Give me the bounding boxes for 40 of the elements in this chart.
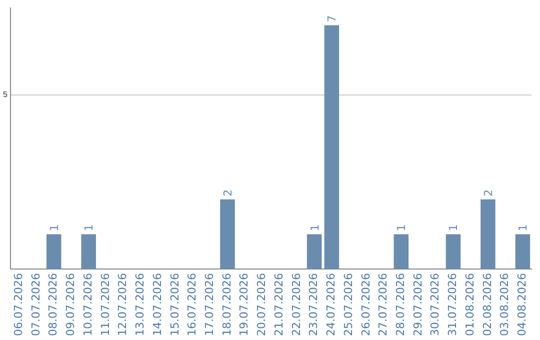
x-tick-label: 23.07.2026 <box>307 273 320 336</box>
data-label: 1 <box>516 224 530 232</box>
x-tick-label: 15.07.2026 <box>168 273 182 336</box>
x-tick-label: 13.07.2026 <box>134 273 147 336</box>
data-label: 1 <box>395 224 408 232</box>
x-tick-label: 07.07.2026 <box>29 273 42 336</box>
data-label: 1 <box>48 224 61 232</box>
x-tick-label: 02.08.2026 <box>480 273 494 336</box>
x-tick-label: 19.07.2026 <box>238 273 251 336</box>
x-tick-label: 10.07.2026 <box>81 273 94 336</box>
x-tick-label: 28.07.2026 <box>394 273 408 336</box>
x-tick-label: 22.07.2026 <box>290 273 303 336</box>
data-label: 2 <box>222 189 235 196</box>
x-tick-label: 25.07.2026 <box>342 273 355 336</box>
x-tick-label: 04.08.2026 <box>516 273 529 336</box>
x-tick-label: 26.07.2026 <box>359 273 372 336</box>
x-tick-label: 30.07.2026 <box>428 273 442 336</box>
x-tick-label: 21.07.2026 <box>272 273 286 336</box>
x-tick-label: 31.07.2026 <box>446 273 460 336</box>
data-label: 1 <box>308 224 322 232</box>
x-tick-label: 24.07.2026 <box>324 273 338 336</box>
x-tick-label: 14.07.2026 <box>150 273 164 336</box>
x-tick-label: 27.07.2026 <box>376 273 390 336</box>
x-tick-label: 09.07.2026 <box>64 273 78 336</box>
x-tick-label: 01.08.2026 <box>463 273 476 336</box>
data-label: 1 <box>82 224 96 232</box>
x-tick-label: 12.07.2026 <box>116 273 130 336</box>
x-tick-label: 08.07.2026 <box>46 273 60 336</box>
x-tick-label: 11.07.2026 <box>98 273 112 336</box>
x-tick-label: 20.07.2026 <box>255 273 268 336</box>
data-label: 1 <box>447 224 460 232</box>
x-tick-label: 06.07.2026 <box>12 273 25 336</box>
x-tick-label: 29.07.2026 <box>411 273 424 336</box>
y-tick-label: 5 <box>2 90 8 100</box>
x-tick-label: 17.07.2026 <box>203 273 216 336</box>
data-label: 7 <box>326 15 339 22</box>
x-tick-label: 18.07.2026 <box>220 273 234 336</box>
x-tick-label: 03.08.2026 <box>498 273 512 336</box>
data-label: 2 <box>482 189 495 196</box>
x-tick-label: 16.07.2026 <box>186 273 199 336</box>
